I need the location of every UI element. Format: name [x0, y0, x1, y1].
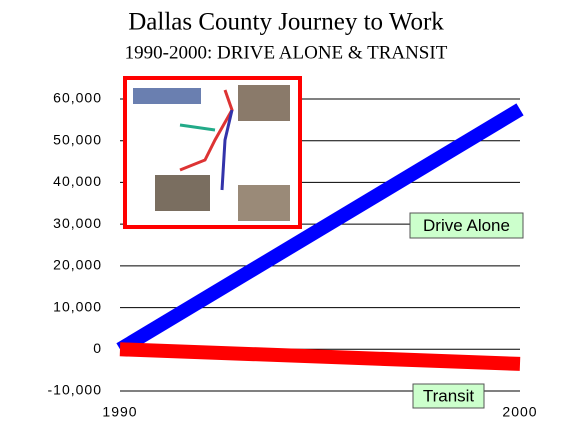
plot-area: 60,000 50,000 40,000 30,000 20,000 10,000 0 -10…	[48, 90, 537, 420]
x-tick-label: 2000	[502, 404, 537, 420]
y-tick-label: 40,000	[53, 173, 102, 189]
train-photo	[133, 88, 201, 104]
series-line	[116, 103, 524, 356]
map-route	[220, 109, 234, 191]
inset-photo	[123, 76, 302, 229]
y-tick-label: 0	[93, 340, 102, 356]
train-photo	[238, 185, 290, 221]
series-label-box	[409, 212, 524, 239]
train-photo	[155, 175, 210, 211]
y-tick-label: -10,000	[48, 382, 102, 398]
map-route	[179, 123, 216, 132]
y-tick-label: 50,000	[53, 131, 102, 147]
series-label: Drive Alone	[423, 216, 510, 235]
y-tick-label: 30,000	[53, 215, 102, 231]
x-tick-label: 1990	[102, 404, 137, 420]
map-route	[179, 89, 234, 172]
series-label-box	[412, 383, 485, 409]
series-label: Transit	[423, 386, 475, 405]
series-line	[119, 342, 521, 371]
chart-title: Dallas County Journey to Work	[128, 9, 444, 36]
y-tick-label: 60,000	[53, 90, 102, 106]
chart-subtitle: 1990-2000: DRIVE ALONE & TRANSIT	[125, 42, 448, 63]
train-photo	[238, 85, 290, 121]
y-tick-label: 20,000	[53, 257, 102, 273]
y-tick-label: 10,000	[53, 298, 102, 314]
